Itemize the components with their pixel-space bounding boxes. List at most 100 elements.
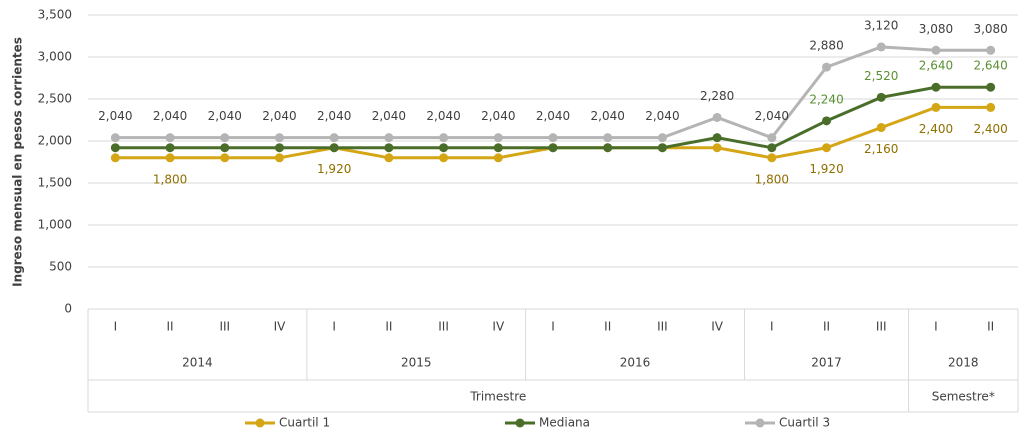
data-point	[767, 143, 777, 153]
data-point	[876, 123, 886, 133]
x-group-label: 2016	[620, 356, 651, 370]
x-tick-label: II	[604, 320, 611, 334]
legend-label: Cuartil 1	[279, 416, 330, 430]
x-tick-label: I	[332, 320, 336, 334]
x-group-label: 2018	[948, 356, 979, 370]
x-tick-label: II	[987, 320, 994, 334]
x-tick-label: II	[167, 320, 174, 334]
data-label: 1,800	[755, 172, 789, 186]
data-label: 2,160	[864, 142, 898, 156]
data-point	[384, 153, 394, 163]
data-point	[548, 143, 558, 153]
y-tick-label: 1,000	[38, 218, 72, 232]
data-point	[822, 62, 832, 72]
data-label: 2,040	[208, 109, 242, 123]
data-point	[657, 133, 667, 143]
y-tick-label: 500	[49, 260, 72, 274]
data-point	[439, 153, 449, 163]
data-point	[986, 102, 996, 112]
data-point	[220, 153, 230, 163]
data-point	[274, 133, 284, 143]
data-label: 2,400	[919, 122, 953, 136]
data-point	[110, 143, 120, 153]
data-point	[767, 153, 777, 163]
data-label: 2,040	[755, 109, 789, 123]
data-label: 2,040	[426, 109, 460, 123]
data-point	[931, 45, 941, 55]
x-tick-label: IV	[274, 320, 287, 334]
data-label: 2,880	[809, 39, 843, 53]
y-tick-label: 0	[64, 302, 72, 316]
data-label: 2,040	[262, 109, 296, 123]
data-label: 2,040	[645, 109, 679, 123]
data-point	[931, 102, 941, 112]
data-point	[274, 153, 284, 163]
data-label: 2,040	[536, 109, 570, 123]
x-tick-label: I	[551, 320, 555, 334]
data-point	[274, 143, 284, 153]
series-line	[115, 45, 991, 140]
data-point	[384, 143, 394, 153]
data-point	[165, 143, 175, 153]
data-point	[603, 143, 613, 153]
data-label: 2,400	[973, 122, 1007, 136]
x-tick-label: III	[219, 320, 230, 334]
legend-label: Cuartil 3	[779, 416, 830, 430]
y-tick-label: 2,000	[38, 134, 72, 148]
data-label: 3,080	[919, 22, 953, 36]
data-label: 2,640	[919, 59, 953, 73]
data-point	[493, 153, 503, 163]
x-super-label: Semestre*	[932, 390, 995, 404]
data-point	[931, 82, 941, 92]
x-tick-label: II	[385, 320, 392, 334]
legend-swatch	[255, 418, 265, 428]
legend-label: Mediana	[539, 416, 590, 430]
x-tick-label: III	[876, 320, 887, 334]
data-point	[493, 133, 503, 143]
data-point	[493, 143, 503, 153]
y-tick-label: 3,500	[38, 8, 72, 22]
x-group-label: 2017	[811, 356, 842, 370]
data-point	[876, 92, 886, 102]
data-label: 2,040	[153, 109, 187, 123]
data-label: 3,080	[973, 22, 1007, 36]
data-point	[165, 133, 175, 143]
x-group-label: 2014	[182, 356, 213, 370]
data-point	[767, 133, 777, 143]
data-point	[220, 143, 230, 153]
data-label: 2,040	[591, 109, 625, 123]
data-label: 2,280	[700, 89, 734, 103]
data-point	[986, 82, 996, 92]
x-tick-label: III	[438, 320, 449, 334]
data-label: 1,920	[809, 162, 843, 176]
data-point	[110, 133, 120, 143]
legend-swatch	[515, 418, 525, 428]
x-tick-label: IV	[492, 320, 505, 334]
data-label: 1,800	[153, 172, 187, 186]
data-point	[876, 42, 886, 52]
data-label: 2,640	[973, 59, 1007, 73]
data-label: 2,520	[864, 69, 898, 83]
data-label: 2,040	[372, 109, 406, 123]
data-point	[329, 133, 339, 143]
data-point	[657, 143, 667, 153]
data-point	[384, 133, 394, 143]
data-point	[548, 133, 558, 143]
x-tick-label: II	[823, 320, 830, 334]
data-point	[603, 133, 613, 143]
data-point	[439, 143, 449, 153]
data-point	[712, 133, 722, 143]
data-label: 2,040	[98, 109, 132, 123]
x-tick-label: III	[657, 320, 668, 334]
x-tick-label: IV	[711, 320, 724, 334]
data-point	[220, 133, 230, 143]
y-axis-title: Ingreso mensual en pesos corrientes	[11, 37, 25, 287]
data-label: 1,920	[317, 162, 351, 176]
x-tick-label: I	[770, 320, 774, 334]
data-point	[110, 153, 120, 163]
x-group-label: 2015	[401, 356, 432, 370]
legend-swatch	[755, 418, 765, 428]
y-tick-label: 1,500	[38, 176, 72, 190]
data-point	[329, 143, 339, 153]
